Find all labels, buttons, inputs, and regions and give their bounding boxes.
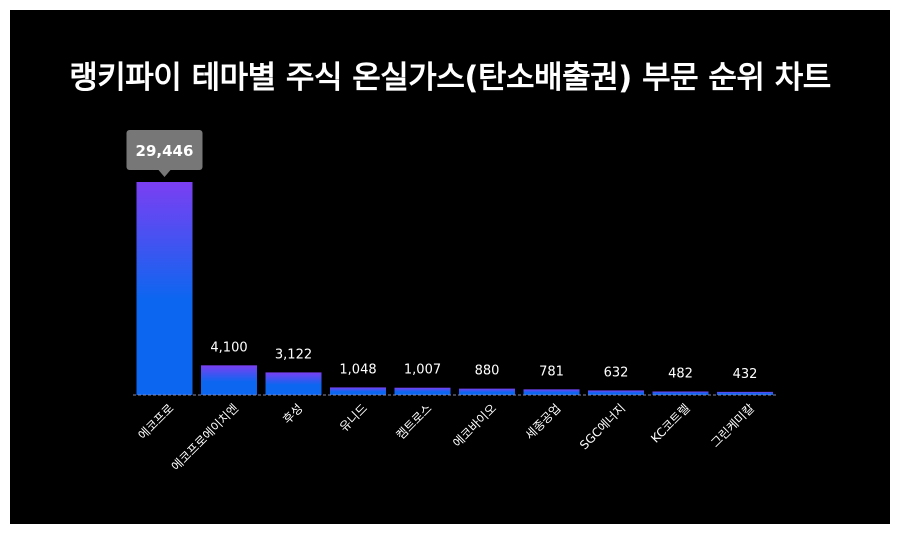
- category-label-1: 에코프로: [135, 401, 176, 442]
- bar-9[interactable]: [652, 391, 709, 395]
- data-label-8: 632: [604, 365, 629, 380]
- category-label-7: 세종공업: [522, 401, 563, 442]
- category-label-2: 에코프로에이치엔: [169, 401, 241, 473]
- category-label-5: 켐트로스: [393, 401, 434, 442]
- bar-5[interactable]: [394, 387, 451, 395]
- category-label-3: 후성: [280, 401, 306, 427]
- chart-title: 랭키파이 테마별 주식 온실가스(탄소배출권) 부문 순위 차트: [69, 60, 831, 96]
- category-label-10: 그린케미칼: [708, 401, 757, 450]
- data-label-2: 4,100: [210, 340, 247, 355]
- bar-7[interactable]: [523, 389, 580, 395]
- data-label-7: 781: [539, 364, 564, 379]
- tooltip-arrow: [158, 170, 171, 177]
- bar-3[interactable]: [265, 372, 322, 395]
- category-label-6: 에코바이오: [450, 401, 499, 450]
- data-label-3: 3,122: [275, 347, 312, 362]
- data-label-10: 432: [733, 367, 758, 382]
- bar-8[interactable]: [588, 390, 644, 395]
- bar-10[interactable]: [717, 391, 773, 395]
- data-label-5: 1,007: [404, 363, 441, 378]
- data-label-9: 482: [668, 367, 693, 382]
- data-label-1: 29,446: [136, 142, 194, 160]
- bar-2[interactable]: [201, 365, 257, 395]
- bar-6[interactable]: [459, 388, 515, 395]
- category-label-9: KC코트렐: [648, 401, 692, 445]
- value-tooltip: 29,446: [126, 130, 203, 177]
- data-label-6: 880: [475, 364, 500, 379]
- data-label-4: 1,048: [339, 362, 376, 377]
- category-label-4: 유니드: [337, 401, 370, 434]
- bar-1[interactable]: [136, 182, 193, 395]
- category-label-8: SGC에너지: [577, 401, 628, 452]
- bar-4[interactable]: [330, 387, 386, 395]
- tooltip-box: [126, 130, 203, 170]
